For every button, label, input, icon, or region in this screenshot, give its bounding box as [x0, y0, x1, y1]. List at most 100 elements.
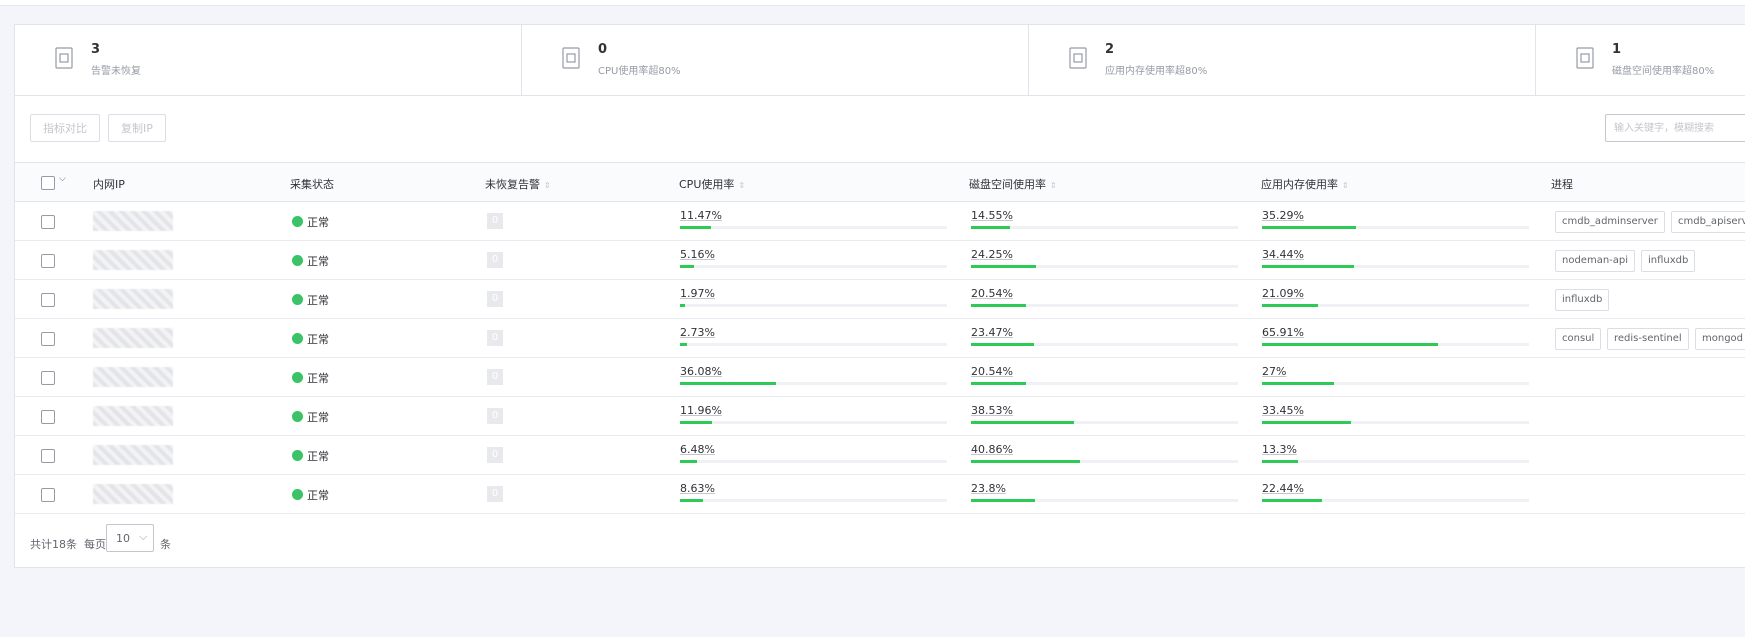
column-header[interactable]: CPU使用率 ⇕	[679, 176, 745, 192]
disk-track	[971, 460, 1238, 463]
process-tag: influxdb	[1641, 250, 1696, 272]
cpu-track	[680, 265, 947, 268]
cpu-percent: 5.16%	[680, 248, 715, 261]
memory-bar	[1262, 265, 1354, 268]
alarm-badge: 0	[487, 369, 503, 385]
cpu-track	[680, 460, 947, 463]
row-checkbox[interactable]	[41, 410, 55, 424]
row-checkbox[interactable]	[41, 293, 55, 307]
disk-percent: 24.25%	[971, 248, 1013, 261]
memory-bar	[1262, 382, 1335, 385]
cpu-percent: 36.08%	[680, 365, 722, 378]
cpu-percent: 11.47%	[680, 209, 722, 222]
memory-percent: 35.29%	[1262, 209, 1304, 222]
summary-card[interactable]: 0 CPU使用率超80%	[522, 25, 1029, 95]
process-tag: consul	[1555, 328, 1602, 350]
alarm-badge: 0	[487, 291, 503, 307]
status-text: 正常	[307, 450, 329, 463]
search-input[interactable]: 输入关键字，模糊搜索	[1605, 114, 1745, 142]
row-checkbox[interactable]	[41, 371, 55, 385]
table-row: 正常 0 11.96% 38.53% 33.45%	[15, 397, 1745, 436]
cpu-percent: 6.48%	[680, 443, 715, 456]
cpu-track	[680, 304, 947, 307]
cpu-track	[680, 382, 947, 385]
process-tag: cmdb_apiserver	[1671, 211, 1745, 233]
status-text: 正常	[307, 411, 329, 424]
sort-icon[interactable]: ⇕	[738, 181, 746, 190]
row-checkbox[interactable]	[41, 215, 55, 229]
memory-bar	[1262, 304, 1319, 307]
cpu-bar	[680, 226, 711, 229]
disk-percent: 38.53%	[971, 404, 1013, 417]
memory-track	[1262, 499, 1529, 502]
select-all-checkbox[interactable]	[41, 176, 55, 190]
status-dot	[292, 294, 303, 305]
table-row: 正常 0 36.08% 20.54% 27%	[15, 358, 1745, 397]
cpu-percent: 2.73%	[680, 326, 715, 339]
cpu-bar	[680, 460, 698, 463]
disk-track	[971, 265, 1238, 268]
row-checkbox[interactable]	[41, 488, 55, 502]
disk-percent: 40.86%	[971, 443, 1013, 456]
process-tag: influxdb	[1555, 289, 1610, 311]
sort-icon[interactable]: ⇕	[1050, 181, 1057, 190]
status-dot	[292, 489, 303, 500]
alarm-badge: 0	[487, 408, 503, 424]
cpu-bar	[680, 265, 694, 268]
status-dot	[292, 333, 303, 344]
summary-card[interactable]: 2 应用内存使用率超80%	[1029, 25, 1536, 95]
status-dot	[292, 372, 303, 383]
disk-track	[971, 343, 1238, 346]
sort-icon[interactable]: ⇕	[544, 181, 551, 190]
cpu-track	[680, 499, 947, 502]
table-row: 正常 0 11.47% 14.55% 35.29% cmdb_adminserver cmd…	[15, 202, 1745, 241]
process-tag: redis-sentinel	[1607, 328, 1689, 350]
compare-button[interactable]: 指标对比	[30, 114, 100, 142]
column-header: 内网IP	[93, 176, 125, 192]
panel: 3 告警未恢复 0 CPU使用率超80% 2 应用内存使用率超80% 1 磁盘空间使用率超80…	[14, 24, 1745, 568]
disk-percent: 20.54%	[971, 365, 1013, 378]
copy-ip-button[interactable]: 复制IP	[108, 114, 166, 142]
card-icon	[55, 47, 73, 69]
disk-track	[971, 382, 1238, 385]
memory-track	[1262, 382, 1529, 385]
disk-bar	[971, 343, 1034, 346]
alarm-badge: 0	[487, 213, 503, 229]
row-checkbox[interactable]	[41, 449, 55, 463]
header-label: 采集状态	[290, 178, 334, 191]
column-header: 进程	[1551, 176, 1573, 192]
summary-card[interactable]: 3 告警未恢复	[15, 25, 522, 95]
cpu-track	[680, 343, 947, 346]
row-checkbox[interactable]	[41, 254, 55, 268]
memory-percent: 27%	[1262, 365, 1287, 378]
memory-percent: 13.3%	[1262, 443, 1297, 456]
table-row: 正常 0 8.63% 23.8% 22.44%	[15, 475, 1745, 514]
row-checkbox[interactable]	[41, 332, 55, 346]
header-label: 应用内存使用率	[1261, 178, 1338, 191]
total-count: 共计18条	[30, 538, 77, 551]
column-header[interactable]: 磁盘空间使用率 ⇕	[969, 176, 1057, 192]
divider	[15, 95, 1745, 96]
column-header[interactable]: 未恢复告警 ⇕	[485, 176, 551, 192]
disk-bar	[971, 499, 1035, 502]
memory-bar	[1262, 421, 1352, 424]
select-menu[interactable]: ⌵	[59, 174, 66, 184]
column-header[interactable]: 应用内存使用率 ⇕	[1261, 176, 1349, 192]
memory-percent: 22.44%	[1262, 482, 1304, 495]
disk-bar	[971, 304, 1026, 307]
page-size-select[interactable]: 10 ⌵	[106, 524, 154, 552]
table-row: 正常 0 2.73% 23.47% 65.91% consul redis-sentinel…	[15, 319, 1745, 358]
card-count: 0	[598, 42, 608, 57]
disk-percent: 23.47%	[971, 326, 1013, 339]
memory-track	[1262, 265, 1529, 268]
status-text: 正常	[307, 216, 329, 229]
ip-blurred	[93, 406, 173, 426]
disk-percent: 23.8%	[971, 482, 1006, 495]
status-dot	[292, 216, 303, 227]
disk-track	[971, 304, 1238, 307]
summary-card[interactable]: 1 磁盘空间使用率超80%	[1536, 25, 1745, 95]
header-label: 进程	[1551, 178, 1573, 191]
card-icon	[1069, 47, 1087, 69]
sort-icon[interactable]: ⇕	[1342, 181, 1349, 190]
